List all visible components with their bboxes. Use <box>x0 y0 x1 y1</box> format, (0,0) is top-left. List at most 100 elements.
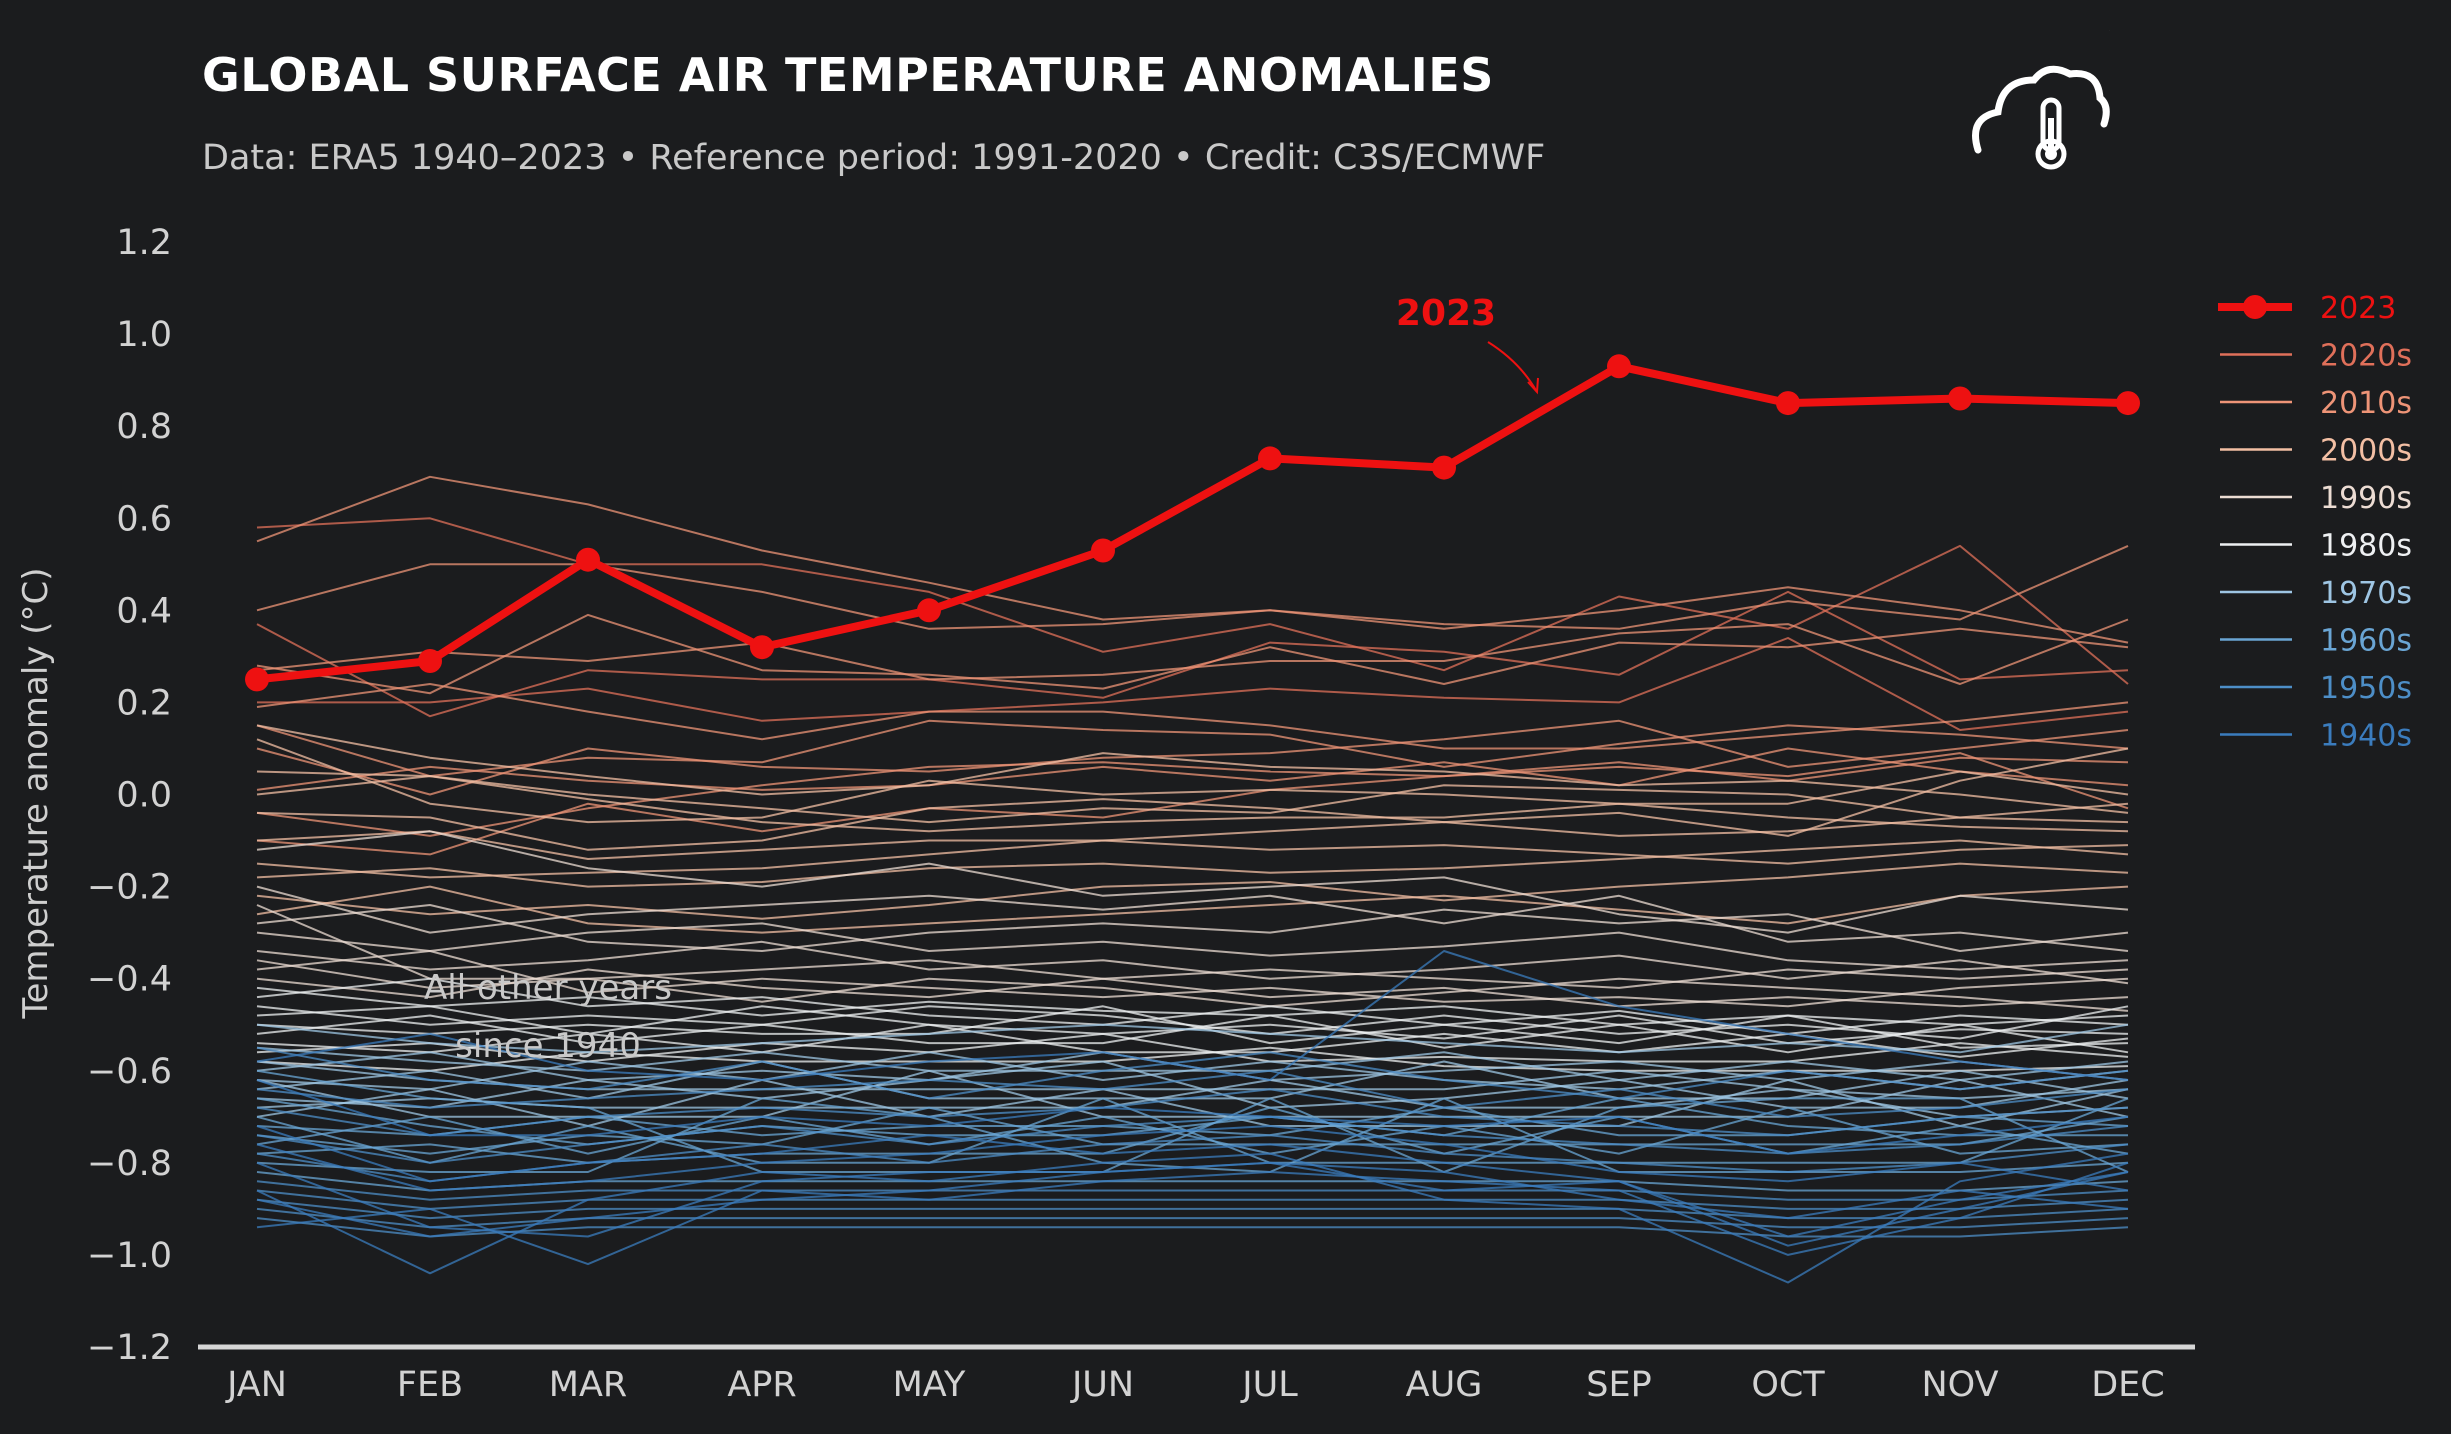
annotation-line-2: since 1940 <box>455 1026 641 1066</box>
year-line-1950s <box>256 1069 2129 1118</box>
other-years-annotation: All other years since 1940 <box>424 968 672 1066</box>
year-line-1980s <box>256 986 2129 1026</box>
year-line-1980s <box>256 1046 2129 1072</box>
y-tick-label: 0.2 <box>116 683 172 723</box>
year-line-1990s <box>256 922 2129 971</box>
year-line-1990s <box>256 950 2129 1008</box>
legend: 2023 2020s 2010s 2000s 1990s 1980s 1970s 1960s 1… <box>2218 291 2412 754</box>
y-tick-label: 0.0 <box>116 776 172 816</box>
y-tick-label: −1.2 <box>87 1328 172 1368</box>
year-line-2010s <box>256 719 2129 796</box>
y-tick-label: 0.8 <box>116 407 172 447</box>
x-tick-label: SEP <box>1586 1365 1651 1405</box>
year-line-1950s <box>256 1198 2129 1220</box>
year-line-1950s <box>256 1189 2129 1210</box>
highlight-point <box>1776 391 1800 416</box>
year-line-1990s <box>256 940 2129 985</box>
highlight-point <box>2116 391 2140 416</box>
year-line-2010s <box>256 613 2129 695</box>
legend-label: 1940s <box>2320 719 2412 754</box>
legend-label: 2020s <box>2320 339 2412 374</box>
year-line-1970s <box>256 1069 2129 1118</box>
y-axis-ticks: 1.2 1.0 0.8 0.6 0.4 0.2 0.0 −0.2 −0.4 −0.6 −0.8 −1.… <box>87 223 172 1368</box>
legend-marker <box>2243 295 2267 319</box>
year-line-2010s <box>256 475 2129 630</box>
highlight-point <box>1607 354 1631 379</box>
year-line-1940s <box>256 950 2129 1081</box>
year-line-1940s <box>256 1125 2129 1238</box>
year-line-1960s <box>256 1106 2129 1155</box>
year-line-1950s <box>256 1088 2129 1137</box>
y-tick-label: −0.6 <box>87 1052 172 1092</box>
year-line-1940s <box>256 1079 2129 1155</box>
x-tick-label: JAN <box>225 1365 287 1405</box>
highlight-point <box>576 547 600 572</box>
y-tick-label: 1.2 <box>116 223 172 263</box>
x-tick-label: OCT <box>1751 1365 1825 1405</box>
chart-subtitle: Data: ERA5 1940–2023 • Reference period:… <box>202 138 1546 178</box>
year-line-2000s <box>256 770 2129 824</box>
year-line-2000s <box>256 816 2129 860</box>
highlight-label-2023: 2023 <box>1396 293 1539 395</box>
highlight-line <box>256 362 2129 684</box>
year-line-1950s <box>256 1180 2129 1201</box>
legend-label: 1950s <box>2320 671 2412 706</box>
legend-label: 2000s <box>2320 434 2412 469</box>
year-line-1990s <box>256 959 2129 1012</box>
highlight-arrowhead <box>1527 377 1539 395</box>
y-tick-label: −0.4 <box>87 960 172 1000</box>
year-line-2010s <box>256 747 2129 791</box>
year-line-2010s <box>256 618 2129 685</box>
y-tick-label: 1.0 <box>116 315 172 355</box>
year-line-1950s <box>256 1217 2129 1238</box>
year-line-1970s <box>256 1023 2129 1054</box>
year-line-1950s <box>256 1207 2129 1229</box>
y-tick-label: −0.8 <box>87 1144 172 1184</box>
year-line-2000s <box>256 839 2129 879</box>
highlight-arrow <box>1487 341 1538 393</box>
year-line-1990s <box>256 968 2129 1008</box>
year-line-1950s <box>256 1115 2129 1164</box>
year-line-2010s <box>256 719 2129 778</box>
year-line-1940s <box>256 1125 2129 1192</box>
year-line-1990s <box>256 885 2129 952</box>
legend-label: 2023 <box>2320 291 2396 326</box>
year-line-2000s <box>256 775 2129 833</box>
x-tick-label: NOV <box>1921 1365 1998 1405</box>
highlight-point <box>750 635 774 660</box>
legend-label: 1970s <box>2320 576 2412 611</box>
y-tick-label: −1.0 <box>87 1236 172 1276</box>
year-line-1940s <box>256 1161 2129 1247</box>
chart-title: GLOBAL SURFACE AIR TEMPERATURE ANOMALIES <box>202 48 1494 102</box>
year-line-1980s <box>256 1005 2129 1049</box>
highlight-series-2023 <box>245 354 2140 692</box>
year-line-1980s <box>256 977 2129 1035</box>
highlight-point <box>1091 538 1115 563</box>
cloud-thermometer-moon-icon <box>1972 29 2110 206</box>
historical-year-lines <box>256 475 2129 1284</box>
annotation-line-1: All other years <box>424 968 672 1008</box>
year-line-2000s <box>256 738 2129 824</box>
legend-label: 2010s <box>2320 386 2412 421</box>
year-line-2010s <box>256 563 2129 644</box>
y-tick-label: −0.2 <box>87 868 172 908</box>
x-tick-label: MAR <box>549 1365 627 1405</box>
x-tick-label: DEC <box>2091 1365 2165 1405</box>
year-line-1960s <box>256 1069 2129 1173</box>
year-line-1990s <box>256 830 2129 934</box>
x-axis-ticks: JAN FEB MAR APR MAY JUN JUL AUG SEP OCT NOV DEC <box>225 1365 2165 1405</box>
year-line-2000s <box>256 885 2129 934</box>
year-line-1960s <box>256 1097 2128 1146</box>
highlight-point <box>917 598 941 623</box>
legend-label: 1960s <box>2320 624 2412 659</box>
year-line-2020s <box>256 517 2129 685</box>
year-line-1970s <box>256 1060 2129 1109</box>
year-line-2000s <box>256 839 2129 888</box>
year-line-1990s <box>256 904 2129 989</box>
highlight-point <box>418 649 442 673</box>
x-tick-label: AUG <box>1406 1365 1483 1405</box>
highlight-point <box>1432 455 1456 480</box>
legend-label: 1990s <box>2320 481 2412 516</box>
year-line-1940s <box>256 1152 2129 1284</box>
highlight-point <box>245 667 269 692</box>
